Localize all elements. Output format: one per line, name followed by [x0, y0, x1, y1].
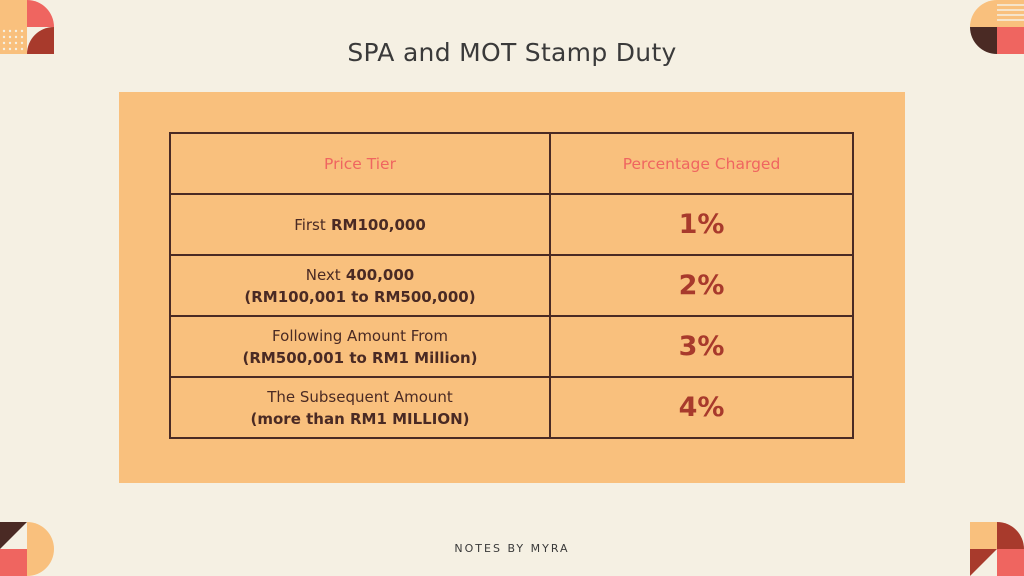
- table-row: Next 400,000 (RM100,001 to RM500,000) 2%: [169, 254, 854, 317]
- footer-credit: NOTES BY MYRA: [454, 542, 570, 555]
- corner-decoration-bottom-right: [970, 522, 1024, 576]
- table-row: The Subsequent Amount (more than RM1 MIL…: [169, 376, 854, 439]
- percent-cell: 2%: [549, 254, 854, 317]
- content-panel: Price Tier Percentage Charged First RM10…: [119, 92, 905, 483]
- tier-range: (RM100,001 to RM500,000): [244, 287, 476, 306]
- page-title: SPA and MOT Stamp Duty: [347, 38, 677, 67]
- tier-cell: The Subsequent Amount (more than RM1 MIL…: [169, 376, 551, 439]
- percent-cell: 4%: [549, 376, 854, 439]
- column-header-price-tier: Price Tier: [169, 132, 551, 195]
- corner-decoration-bottom-left: [0, 522, 54, 576]
- tier-amount: 400,000: [345, 265, 415, 284]
- tier-cell: Following Amount From (RM500,001 to RM1 …: [169, 315, 551, 378]
- percent-cell: 3%: [549, 315, 854, 378]
- corner-decoration-top-right: [970, 0, 1024, 54]
- column-header-percentage: Percentage Charged: [549, 132, 854, 195]
- table-row: Following Amount From (RM500,001 to RM1 …: [169, 315, 854, 378]
- stamp-duty-table: Price Tier Percentage Charged First RM10…: [169, 132, 854, 439]
- tier-lead: Following Amount From: [272, 326, 448, 345]
- tier-range: (RM500,001 to RM1 Million): [242, 348, 478, 367]
- tier-lead: The Subsequent Amount: [267, 387, 453, 406]
- tier-amount: RM100,000: [331, 215, 426, 234]
- percent-cell: 1%: [549, 193, 854, 256]
- table-row: First RM100,000 1%: [169, 193, 854, 256]
- table-header-row: Price Tier Percentage Charged: [169, 132, 854, 195]
- tier-lead: First: [294, 215, 326, 234]
- corner-decoration-top-left: [0, 0, 54, 54]
- tier-cell: Next 400,000 (RM100,001 to RM500,000): [169, 254, 551, 317]
- tier-range: (more than RM1 MILLION): [250, 409, 470, 428]
- tier-cell: First RM100,000: [169, 193, 551, 256]
- tier-lead: Next: [305, 265, 341, 284]
